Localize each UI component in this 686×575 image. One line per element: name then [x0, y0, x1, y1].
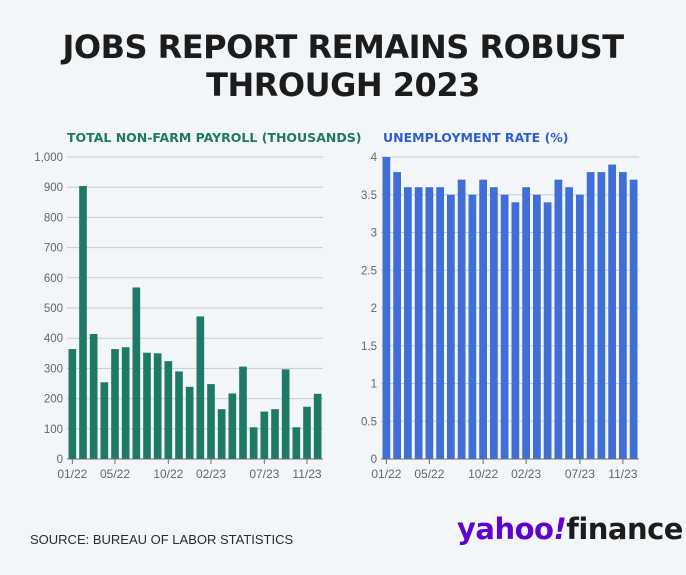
payroll-bar: [132, 287, 141, 459]
unemployment-xtick-label: 05/22: [414, 467, 444, 481]
payroll-bar: [185, 386, 194, 459]
payroll-bar: [313, 393, 322, 459]
unemployment-bar: [597, 172, 606, 459]
unemployment-bar: [479, 179, 487, 459]
payroll-xtick-label: 02/23: [196, 467, 226, 481]
unemployment-ytick-label: 3: [371, 228, 377, 240]
unemployment-bar: [393, 172, 401, 459]
payroll-bar: [68, 349, 77, 459]
unemployment-bar: [629, 179, 638, 459]
title-line-2: THROUGH 2023: [206, 66, 480, 104]
payroll-bar: [207, 384, 215, 459]
unemployment-bar: [586, 172, 595, 459]
unemployment-xtick-label: 10/22: [468, 467, 498, 481]
payroll-ytick-label: 0: [57, 454, 63, 466]
unemployment-bar: [382, 157, 391, 459]
payroll-bar: [228, 393, 237, 459]
payroll-bar: [89, 333, 98, 459]
payroll-bar: [153, 353, 162, 459]
payroll-bar: [164, 361, 173, 459]
page-title: JOBS REPORT REMAINS ROBUST THROUGH 2023: [0, 28, 686, 104]
unemployment-bar: [533, 194, 541, 459]
payroll-xtick-label: 05/22: [100, 467, 130, 481]
payroll-bar: [239, 366, 247, 459]
payroll-bar: [175, 371, 183, 459]
payroll-ytick-label: 100: [44, 424, 63, 436]
payroll-bar: [303, 406, 311, 459]
payroll-xtick-label: 01/22: [57, 467, 87, 481]
payroll-ytick-label: 300: [44, 363, 63, 375]
unemployment-ytick-label: 1: [371, 379, 377, 391]
payroll-xtick-label: 10/22: [153, 467, 183, 481]
unemployment-ytick-label: 0: [371, 454, 377, 466]
unemployment-xtick-label: 11/23: [608, 467, 637, 481]
payroll-ytick-label: 200: [44, 394, 63, 406]
payroll-ytick-label: 1,000: [34, 152, 63, 164]
payroll-xtick-label: 07/23: [249, 467, 279, 481]
unemployment-bar: [404, 187, 412, 459]
payroll-ytick-label: 400: [44, 333, 63, 345]
unemployment-bar: [608, 164, 616, 460]
payroll-bar: [121, 347, 130, 459]
unemployment-bar: [500, 194, 509, 459]
payroll-ytick-label: 600: [44, 273, 63, 285]
unemployment-bar: [436, 187, 444, 459]
unemployment-ytick-label: 0.5: [361, 416, 377, 428]
unemployment-ytick-label: 2: [371, 303, 377, 315]
unemployment-bar: [414, 187, 423, 459]
payroll-bar: [271, 409, 279, 459]
payroll-bar: [79, 185, 87, 459]
unemployment-ytick-label: 1.5: [361, 341, 377, 353]
yahoo-finance-logo: yahoo!finance: [457, 512, 683, 546]
payroll-chart-title: TOTAL NON-FARM PAYROLL (THOUSANDS): [67, 130, 361, 145]
unemployment-xtick-label: 07/23: [565, 467, 595, 481]
payroll-bar: [249, 427, 258, 459]
unemployment-bar: [565, 187, 573, 459]
unemployment-bar: [619, 172, 627, 459]
payroll-ytick-label: 500: [44, 303, 63, 315]
unemployment-bar: [576, 194, 584, 459]
unemployment-xtick-label: 01/22: [371, 467, 401, 481]
logo-bang: !: [553, 512, 567, 546]
unemployment-bar: [490, 187, 498, 459]
payroll-bar: [281, 369, 290, 459]
unemployment-bar: [554, 179, 563, 459]
source-note: SOURCE: BUREAU OF LABOR STATISTICS: [30, 532, 294, 547]
payroll-ytick-label: 900: [44, 182, 63, 194]
payroll-bar: [217, 409, 226, 459]
title-line-1: JOBS REPORT REMAINS ROBUST: [62, 28, 624, 66]
payroll-bar: [143, 352, 151, 459]
unemployment-bar: [425, 187, 434, 459]
payroll-bar: [100, 382, 109, 459]
logo-yahoo: yahoo: [457, 512, 554, 546]
logo-finance: finance: [566, 512, 683, 546]
payroll-bar: [196, 316, 205, 459]
payroll-bar: [260, 411, 269, 459]
unemployment-xtick-label: 02/23: [511, 467, 541, 481]
unemployment-bar: [447, 194, 455, 459]
unemployment-ytick-label: 4: [371, 152, 378, 164]
unemployment-ytick-label: 2.5: [361, 265, 377, 277]
payroll-ytick-label: 700: [44, 243, 63, 255]
unemployment-bar: [543, 202, 552, 460]
unemployment-ytick-label: 3.5: [361, 190, 377, 202]
payroll-bar: [292, 427, 301, 459]
unemployment-bar: [457, 179, 466, 459]
unemployment-chart-title: UNEMPLOYMENT RATE (%): [383, 130, 569, 145]
unemployment-bar: [468, 194, 477, 459]
payroll-ytick-label: 800: [44, 212, 63, 224]
unemployment-bar: [511, 202, 520, 460]
payroll-xtick-label: 11/23: [292, 467, 321, 481]
unemployment-bar: [522, 187, 530, 459]
payroll-bar: [111, 349, 119, 459]
